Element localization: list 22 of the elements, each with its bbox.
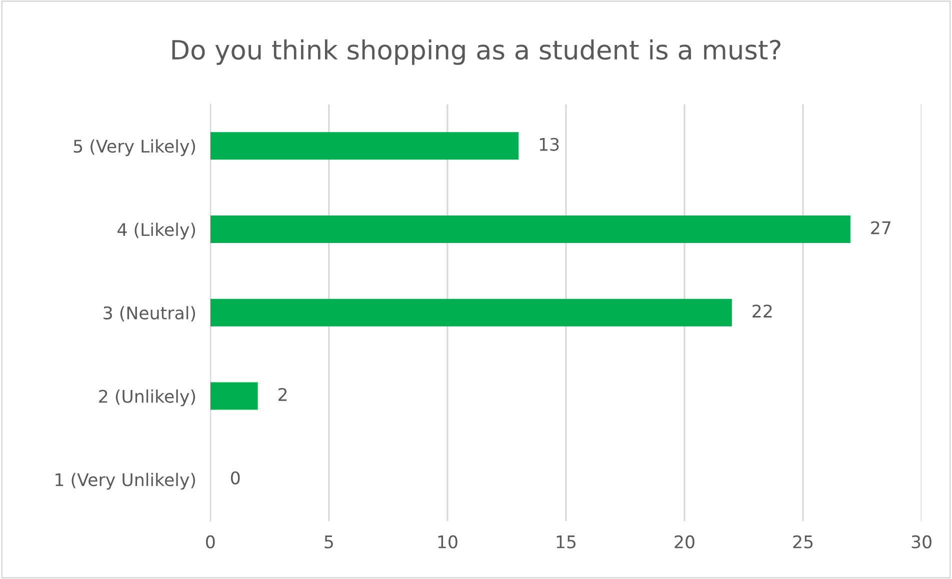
x-tick-label: 20 — [674, 535, 694, 548]
data-label: 0 — [230, 471, 240, 484]
x-tick-label: 15 — [556, 536, 576, 548]
y-tick-label: 5 (Very Likely) — [74, 139, 196, 156]
y-tick-label: 4 (Likely) — [118, 222, 196, 240]
data-label: 2 — [278, 388, 287, 401]
bar — [210, 298, 732, 326]
y-tick-label: 2 (Unlikely) — [99, 389, 196, 406]
x-tick-label: 25 — [793, 535, 813, 548]
x-tick-label: 30 — [912, 535, 932, 548]
data-label: 27 — [871, 221, 890, 234]
x-tick-label: 5 — [324, 536, 333, 548]
data-label: 13 — [540, 138, 559, 151]
x-tick-label: 0 — [206, 535, 215, 548]
bar — [210, 216, 850, 244]
bar — [210, 382, 258, 410]
y-tick-label: 1 (Very Unlikely) — [56, 472, 196, 490]
bar — [210, 132, 519, 160]
data-label: 22 — [752, 304, 772, 318]
y-tick-label: 3 (Neutral) — [104, 306, 196, 322]
x-tick-label: 10 — [438, 535, 458, 548]
chart-title: Do you think shopping as a student is a must? — [172, 39, 780, 65]
